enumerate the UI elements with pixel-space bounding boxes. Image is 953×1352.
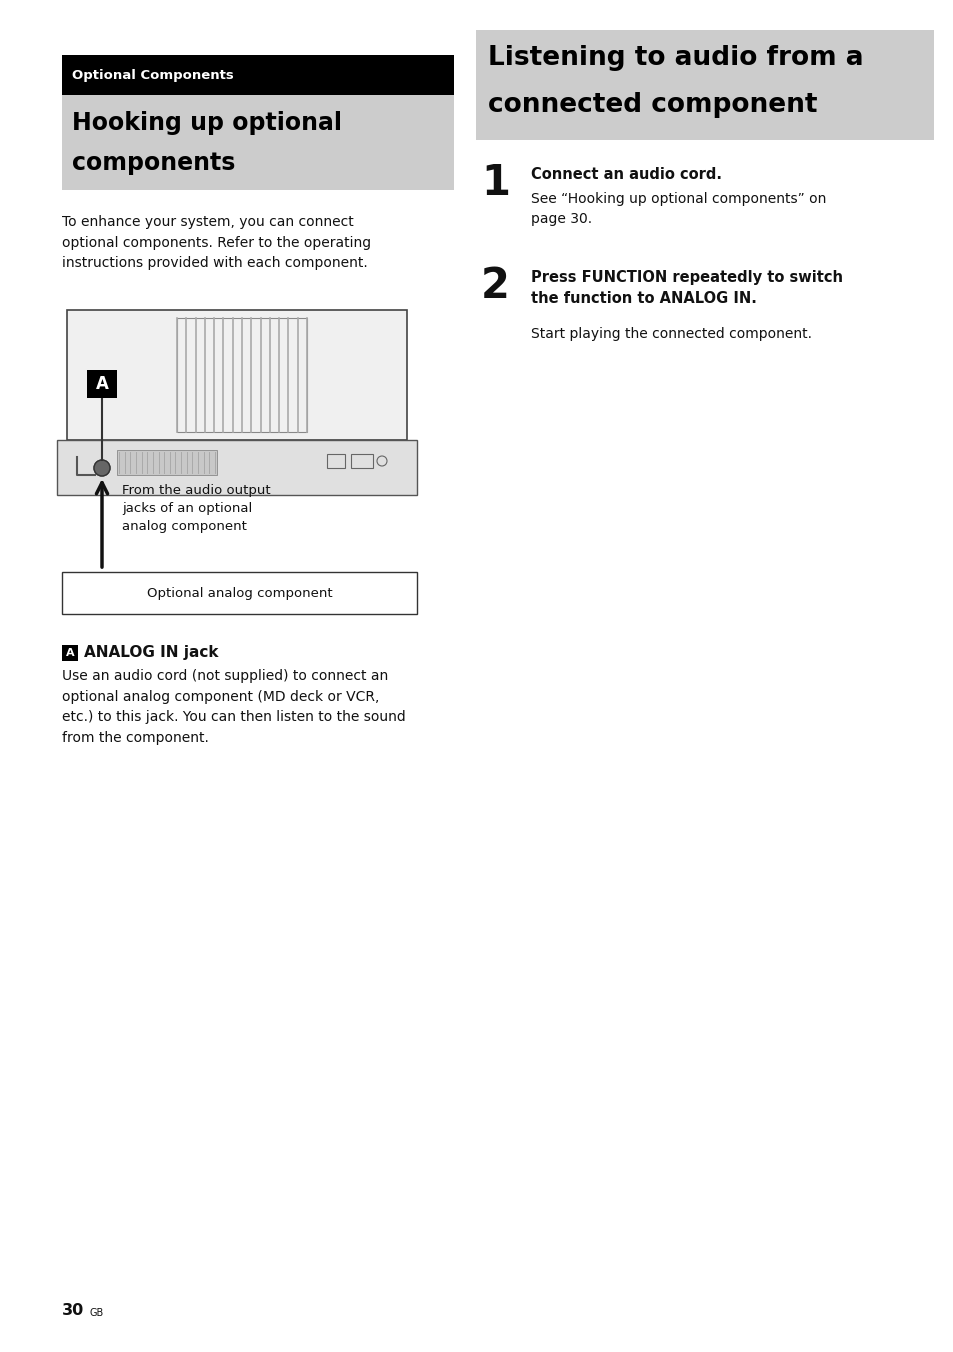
Text: GB: GB [90,1307,104,1318]
Text: See “Hooking up optional components” on
page 30.: See “Hooking up optional components” on … [531,192,825,226]
Text: connected component: connected component [488,92,817,118]
Bar [57,439,416,495]
Bar [67,310,407,439]
Text: Connect an audio cord.: Connect an audio cord. [531,168,721,183]
Text: From the audio output
jacks of an optional
analog component: From the audio output jacks of an option… [122,484,271,534]
Text: ANALOG IN jack: ANALOG IN jack [84,645,218,661]
Bar [351,454,373,468]
Bar [62,645,78,661]
Text: Hooking up optional: Hooking up optional [71,111,341,135]
Bar [117,450,216,475]
Text: To enhance your system, you can connect
optional components. Refer to the operat: To enhance your system, you can connect … [62,215,371,270]
Bar [62,572,416,614]
Text: 2: 2 [480,265,509,307]
Text: Listening to audio from a: Listening to audio from a [488,45,862,72]
Text: Press FUNCTION repeatedly to switch
the function to ANALOG IN.: Press FUNCTION repeatedly to switch the … [531,270,842,306]
Circle shape [94,460,110,476]
Text: A: A [66,648,74,658]
Text: 30: 30 [62,1303,84,1318]
Text: Use an audio cord (not supplied) to connect an
optional analog component (MD dec: Use an audio cord (not supplied) to conn… [62,669,405,745]
Text: 1: 1 [480,162,510,204]
Bar [177,318,307,433]
Bar [476,30,933,141]
Text: Start playing the connected component.: Start playing the connected component. [531,327,811,341]
Bar [87,370,117,397]
Bar [62,95,454,191]
Bar [62,55,454,95]
Text: A: A [95,375,109,393]
Text: Optional Components: Optional Components [71,69,233,81]
Text: Optional analog component: Optional analog component [147,587,332,599]
Text: components: components [71,151,235,174]
Bar [327,454,345,468]
